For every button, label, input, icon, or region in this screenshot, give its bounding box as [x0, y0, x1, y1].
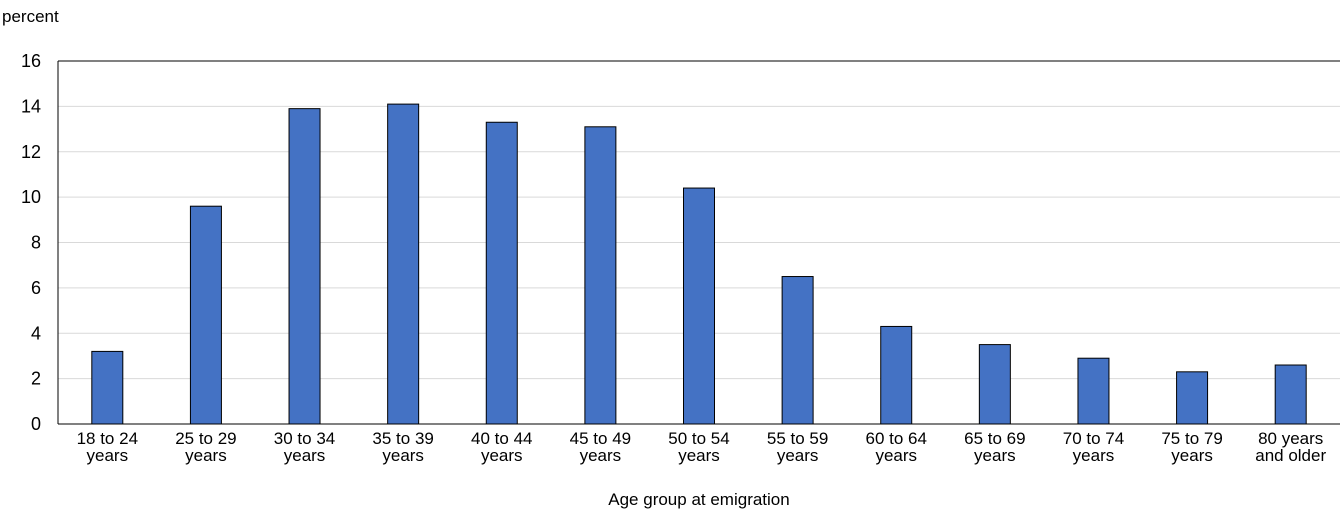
bar [485, 121, 518, 425]
x-tick-label-line: 60 to 64 [866, 429, 927, 448]
bar [880, 325, 913, 425]
x-tick-label-line: 50 to 54 [668, 429, 729, 448]
x-tick-label-line: 55 to 59 [767, 429, 828, 448]
y-axis-label: percent [2, 7, 59, 26]
x-tick-label-line: years [481, 446, 523, 465]
bar [1274, 364, 1307, 425]
x-axis-label: Age group at emigration [608, 490, 789, 509]
x-tick-label-line: 80 years [1258, 429, 1323, 448]
bars [91, 103, 1307, 425]
y-tick-labels: 0 2 4 6 8 10 12 14 16 [21, 51, 41, 434]
bar [1077, 357, 1110, 425]
x-tick-label: 25 to 29 years [175, 429, 236, 465]
x-tick-label-line: years [1171, 446, 1213, 465]
x-tick-label-line: 35 to 39 [372, 429, 433, 448]
x-tick-label-line: years [1073, 446, 1115, 465]
bar [781, 276, 814, 425]
x-tick-label-line: 25 to 29 [175, 429, 236, 448]
x-tick-label: 60 to 64 years [866, 429, 927, 465]
x-tick-label: 80 years and older [1255, 429, 1326, 465]
y-tick-label: 8 [31, 233, 41, 253]
axes [57, 60, 1340, 425]
x-tick-label-line: years [580, 446, 622, 465]
x-tick-label-line: 65 to 69 [964, 429, 1025, 448]
x-tick-label: 75 to 79 years [1161, 429, 1222, 465]
y-tick-label: 0 [31, 414, 41, 434]
bar [387, 103, 420, 425]
bar [683, 187, 715, 425]
x-tick-label-line: years [974, 446, 1016, 465]
x-tick-label-line: 40 to 44 [471, 429, 532, 448]
x-tick-label: 18 to 24 years [77, 429, 138, 465]
bar [1176, 371, 1209, 425]
x-tick-label: 65 to 69 years [964, 429, 1025, 465]
bar [978, 344, 1011, 425]
bar [584, 126, 617, 425]
x-tick-label: 70 to 74 years [1063, 429, 1124, 465]
x-tick-label: 40 to 44 years [471, 429, 532, 465]
x-tick-label-line: 30 to 34 [274, 429, 335, 448]
x-tick-label: 45 to 49 years [570, 429, 631, 465]
x-tick-label-line: and older [1255, 446, 1326, 465]
y-tick-label: 4 [31, 323, 41, 343]
x-tick-label-line: years [185, 446, 227, 465]
bar [91, 350, 124, 425]
x-tick-label-line: years [382, 446, 424, 465]
x-tick-label: 30 to 34 years [274, 429, 335, 465]
y-tick-label: 12 [21, 142, 41, 162]
x-tick-label-line: years [678, 446, 720, 465]
y-tick-label: 16 [21, 51, 41, 71]
x-tick-label-line: 70 to 74 [1063, 429, 1124, 448]
x-tick-label-line: 45 to 49 [570, 429, 631, 448]
x-tick-label-line: years [87, 446, 129, 465]
x-tick-label-line: years [777, 446, 819, 465]
x-tick-label-line: years [284, 446, 326, 465]
y-tick-label: 14 [21, 96, 41, 116]
x-tick-label-line: 75 to 79 [1161, 429, 1222, 448]
y-tick-label: 2 [31, 369, 41, 389]
bar [189, 205, 222, 425]
x-tick-label-line: 18 to 24 [77, 429, 138, 448]
y-tick-label: 10 [21, 187, 41, 207]
x-tick-label: 55 to 59 years [767, 429, 828, 465]
x-tick-label: 50 to 54 years [668, 429, 729, 465]
x-tick-label: 35 to 39 years [372, 429, 433, 465]
x-tick-label-line: years [875, 446, 917, 465]
bar [288, 108, 321, 425]
y-tick-label: 6 [31, 278, 41, 298]
